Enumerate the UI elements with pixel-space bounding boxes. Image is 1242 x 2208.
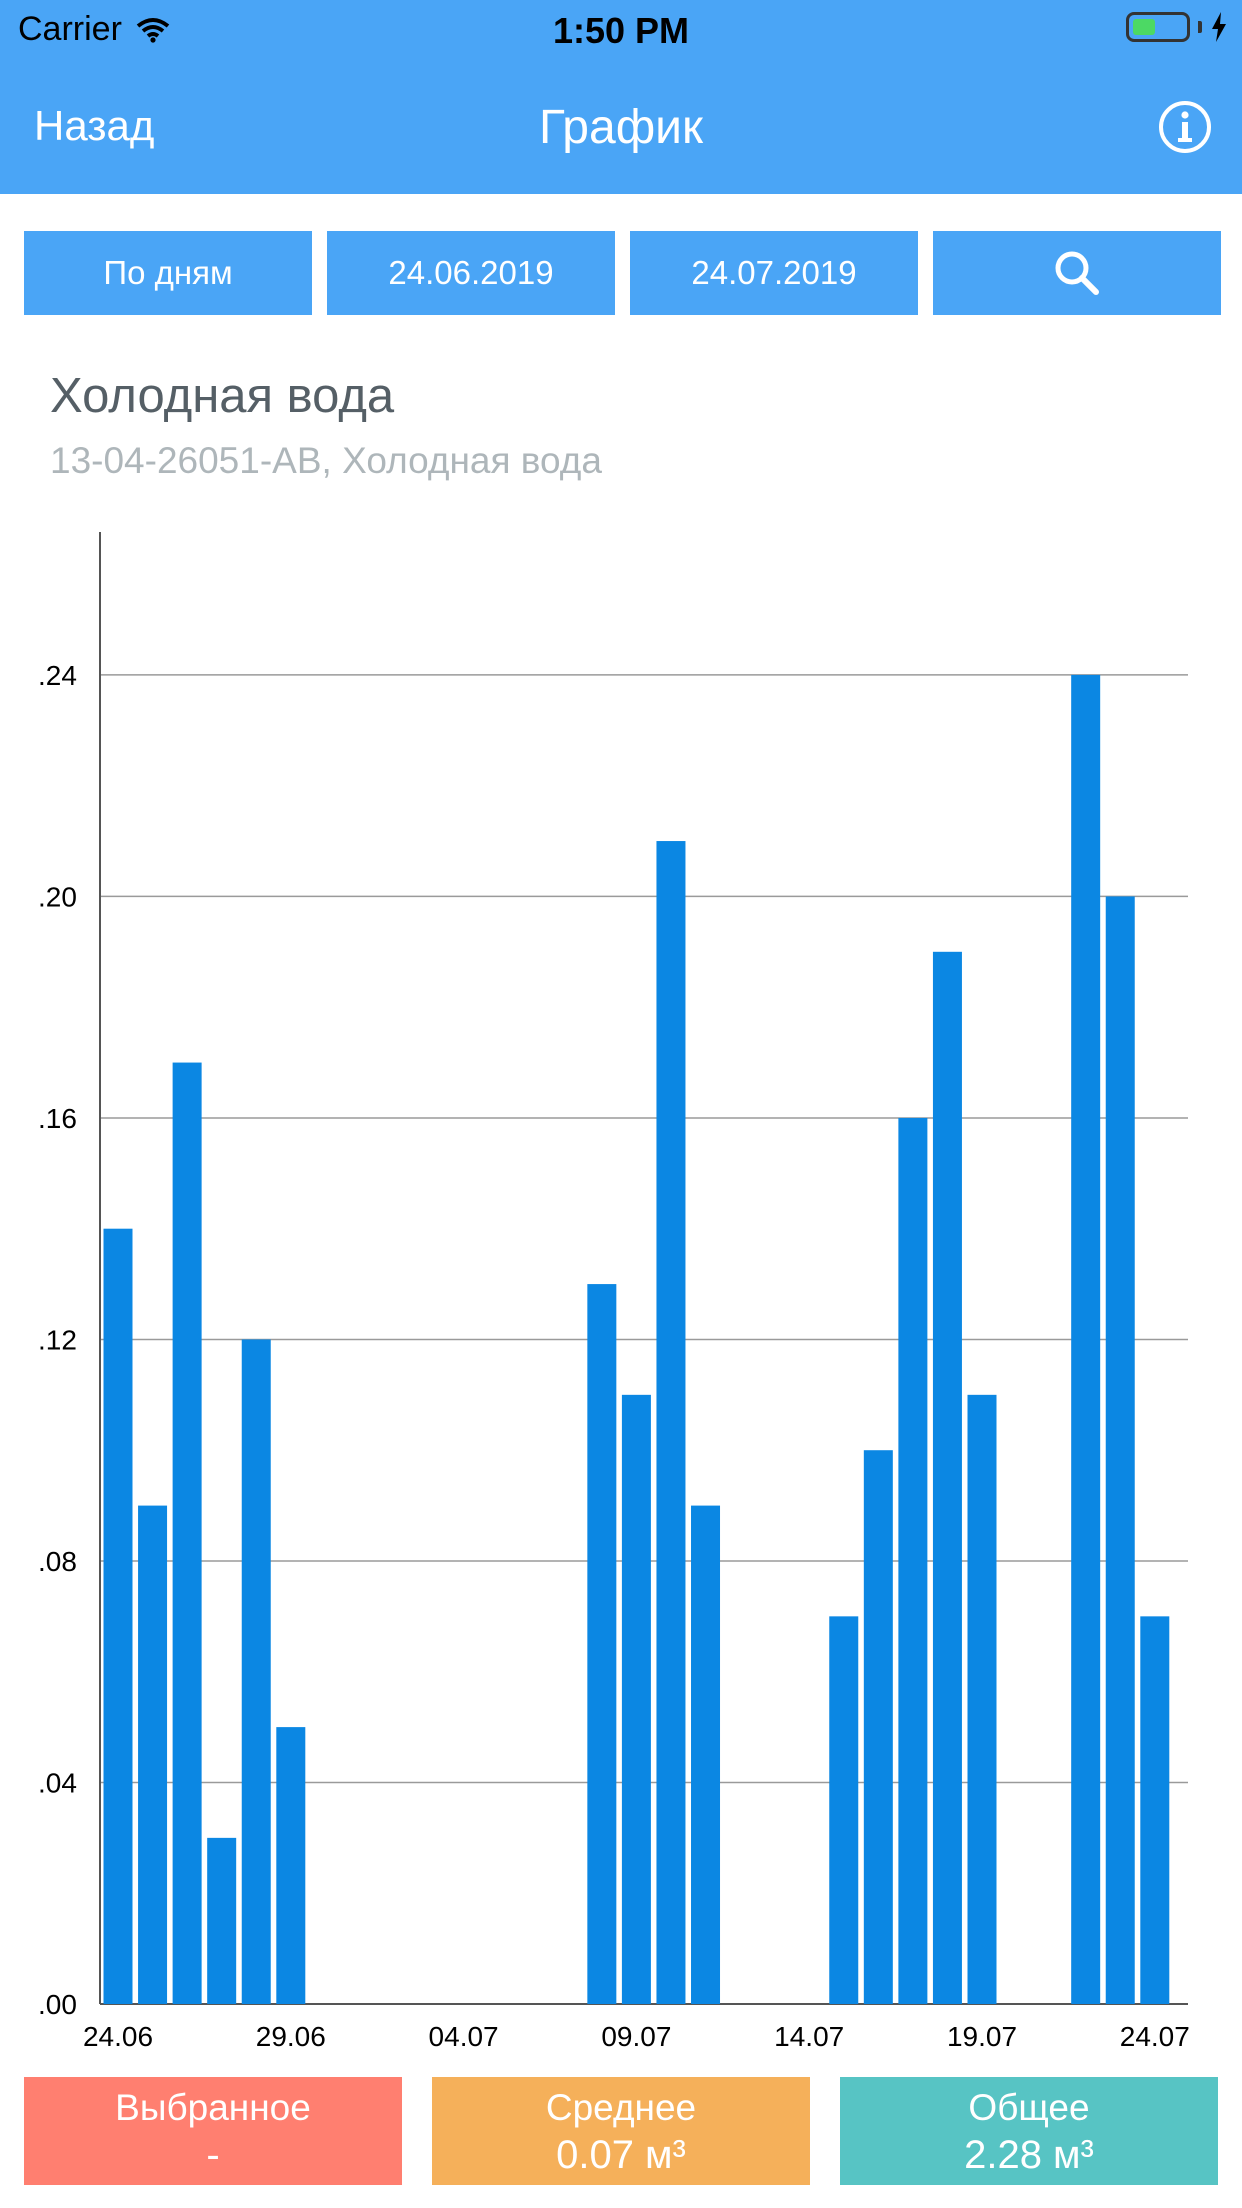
chart-bar — [1140, 1616, 1170, 2004]
status-bar-left: Carrier — [18, 10, 170, 49]
y-tick-label: .08 — [38, 1546, 77, 1577]
x-tick-label: 24.07 — [1120, 2021, 1190, 2052]
search-button[interactable] — [933, 231, 1221, 315]
y-tick-label: .00 — [38, 1989, 77, 2020]
total-card-value: 2.28 м³ — [964, 2133, 1094, 2177]
charging-bolt-icon — [1212, 12, 1226, 42]
chart-bar — [932, 951, 962, 2005]
meter-title: Холодная вода — [50, 369, 395, 423]
wifi-icon — [136, 17, 170, 43]
chart-bar — [241, 1339, 271, 2004]
average-card-title: Среднее — [545, 2087, 697, 2128]
chart-bar — [207, 1837, 237, 2004]
total-card[interactable]: Общее 2.28 м³ — [840, 2077, 1218, 2185]
x-tick-label: 09.07 — [601, 2021, 671, 2052]
chart-bar — [1071, 674, 1101, 2004]
carrier-label: Carrier — [18, 10, 122, 48]
chart-bar — [1105, 896, 1135, 2004]
chart-bar — [656, 841, 686, 2004]
total-card-title: Общее — [968, 2087, 1090, 2128]
date-from-button[interactable]: 24.06.2019 — [327, 231, 615, 315]
chart-bar — [103, 1228, 133, 2004]
consumption-chart: .00 .04 .08 .12 .16 .20 .24 24.06 29.06 04.07 09.0… — [38, 532, 1190, 2052]
selected-card-title: Выбранное — [115, 2087, 311, 2128]
y-tick-label: .16 — [38, 1103, 77, 1134]
period-button[interactable]: По дням — [24, 231, 312, 315]
y-tick-label: .24 — [38, 660, 77, 691]
y-tick-label: .20 — [38, 881, 77, 912]
summary-cards: Выбранное - Среднее 0.07 м³ Общее 2.28 м… — [24, 2077, 1218, 2185]
status-time: 1:50 PM — [552, 10, 690, 51]
meter-subtitle: 13-04-26051-АВ, Холодная вода — [50, 440, 602, 481]
chart-bar — [829, 1616, 859, 2004]
chart-bar — [172, 1062, 202, 2004]
chart-bar — [138, 1505, 168, 2004]
average-card[interactable]: Среднее 0.07 м³ — [432, 2077, 810, 2185]
info-icon[interactable] — [1158, 100, 1212, 154]
average-card-value: 0.07 м³ — [556, 2133, 686, 2177]
x-tick-label: 24.06 — [83, 2021, 153, 2052]
chart-bar — [621, 1394, 651, 2004]
date-to-button[interactable]: 24.07.2019 — [630, 231, 918, 315]
selected-card-value: - — [206, 2133, 220, 2177]
chart-bar — [898, 1117, 928, 2004]
page-title: График — [539, 101, 703, 154]
battery-cap — [1198, 21, 1202, 33]
chart-bar — [276, 1727, 306, 2004]
filter-bar: По дням 24.06.2019 24.07.2019 — [24, 231, 1221, 315]
x-tick-label: 29.06 — [256, 2021, 326, 2052]
search-icon — [1055, 251, 1099, 295]
y-tick-label: .12 — [38, 1324, 77, 1355]
x-tick-label: 04.07 — [429, 2021, 499, 2052]
chart-bar — [967, 1394, 997, 2004]
battery-icon — [1126, 12, 1190, 42]
chart-bar — [863, 1450, 893, 2004]
chart-bar — [587, 1284, 617, 2004]
x-tick-label: 19.07 — [947, 2021, 1017, 2052]
back-button[interactable]: Назад — [34, 102, 155, 149]
chart-bar — [691, 1505, 721, 2004]
status-bar-right — [1126, 12, 1228, 42]
selected-card[interactable]: Выбранное - — [24, 2077, 402, 2185]
x-tick-label: 14.07 — [774, 2021, 844, 2052]
y-tick-label: .04 — [38, 1767, 77, 1798]
header: Carrier 1:50 PM Назад График — [0, 0, 1242, 194]
